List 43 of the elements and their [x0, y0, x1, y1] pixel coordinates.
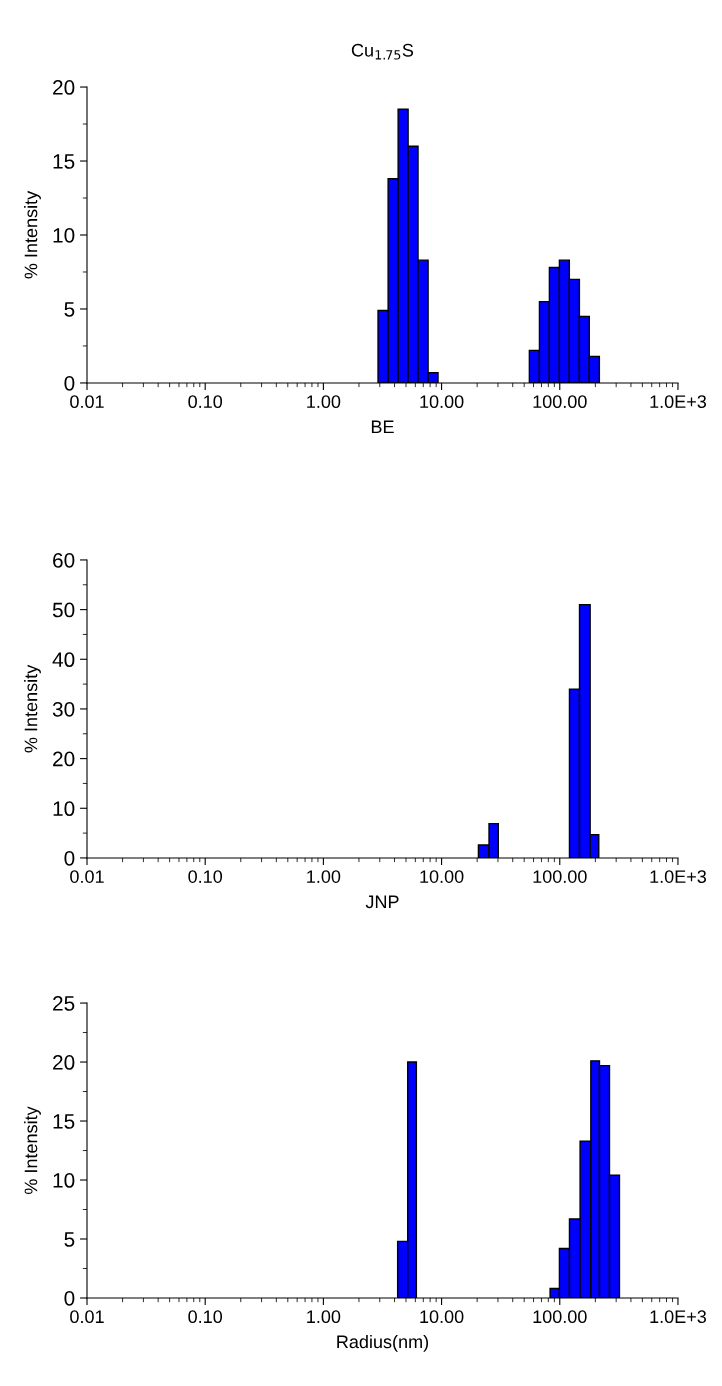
chart-title: Cu$_{1.75}$S [351, 43, 414, 60]
x-tick-label: 10.00 [420, 870, 464, 883]
y-axis-title: % Intensity [24, 1106, 41, 1195]
y-tick-label: 0 [64, 375, 75, 391]
x-tick-label: 0.10 [188, 870, 223, 883]
x-tick-label: 1.0E+3 [650, 395, 707, 409]
x-axis-title: BE [371, 420, 394, 434]
y-tick-label: 15 [53, 154, 75, 169]
y-tick-label: 30 [52, 701, 75, 717]
x-tick-label: 0.10 [188, 395, 223, 409]
x-tick-label: 10.00 [420, 395, 464, 409]
y-tick-label: 60 [53, 552, 75, 568]
y-tick-label: 5 [64, 1232, 75, 1247]
x-tick-label: 100.00 [533, 395, 587, 409]
y-axis-title: % Intensity [24, 190, 41, 279]
y-tick-label: 10 [53, 1173, 75, 1188]
y-tick-label: 50 [52, 602, 75, 618]
x-tick-label: 1.0E+3 [650, 1310, 707, 1324]
x-axis-title: JNP [365, 895, 399, 909]
y-tick-label: 20 [53, 80, 75, 95]
x-tick-label: 10.00 [420, 1310, 464, 1324]
y-tick-label: 10 [53, 801, 75, 817]
y-tick-label: 25 [53, 996, 75, 1011]
x-tick-label: 1.00 [307, 870, 341, 883]
y-tick-label: 15 [53, 1114, 75, 1129]
x-tick-label: 0.01 [70, 1310, 104, 1324]
y-tick-label: 20 [53, 1055, 75, 1070]
x-tick-label: 1.00 [307, 1310, 341, 1324]
y-tick-label: 20 [53, 751, 75, 767]
x-tick-label: 100.00 [533, 870, 587, 883]
y-tick-label: 10 [53, 228, 75, 243]
y-axis-title: % Intensity [24, 664, 41, 753]
x-tick-label: 0.10 [188, 1310, 223, 1324]
y-tick-label: 5 [64, 302, 75, 317]
y-tick-label: 40 [52, 652, 75, 668]
y-tick-label: 0 [64, 850, 75, 866]
x-tick-label: 1.0E+3 [650, 870, 707, 883]
x-tick-label: 1.00 [307, 395, 341, 409]
x-tick-label: 0.01 [70, 395, 104, 409]
x-tick-label: 100.00 [533, 1310, 587, 1324]
x-tick-label: 0.01 [70, 870, 104, 883]
x-axis-title: Radius(nm) [337, 1334, 429, 1352]
y-tick-label: 0 [64, 1290, 75, 1306]
